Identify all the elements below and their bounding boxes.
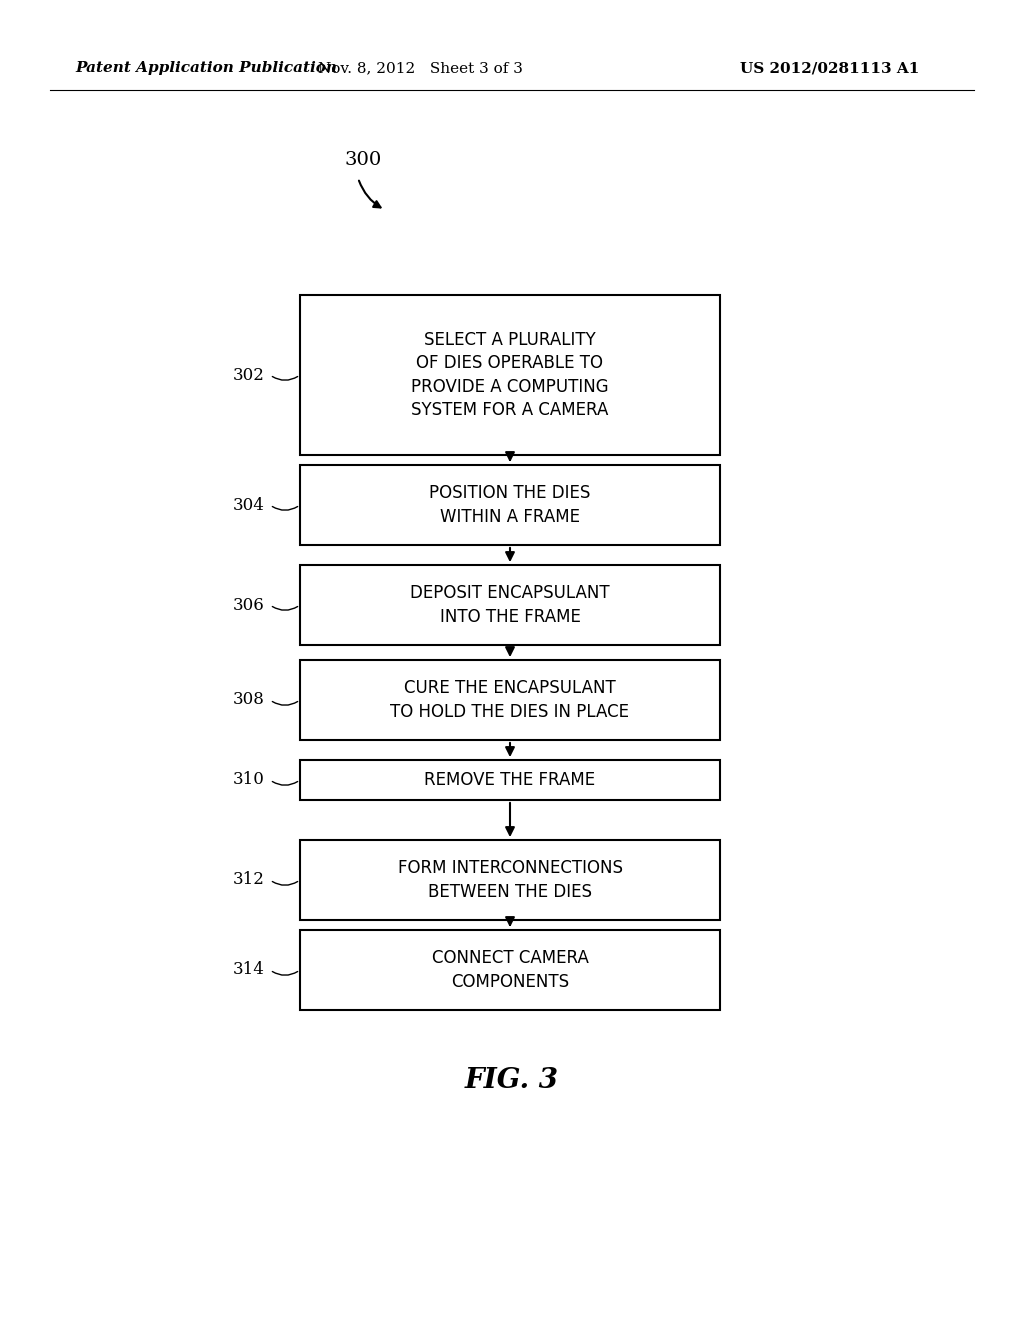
Text: US 2012/0281113 A1: US 2012/0281113 A1 bbox=[740, 61, 920, 75]
Bar bbox=[300, 465, 720, 545]
Text: FIG. 3: FIG. 3 bbox=[465, 1067, 559, 1093]
Bar bbox=[300, 565, 720, 645]
Text: CONNECT CAMERA
COMPONENTS: CONNECT CAMERA COMPONENTS bbox=[431, 949, 589, 991]
Bar bbox=[300, 840, 720, 920]
Text: 308: 308 bbox=[233, 692, 265, 709]
Text: 302: 302 bbox=[233, 367, 265, 384]
Text: 306: 306 bbox=[233, 597, 265, 614]
Text: POSITION THE DIES
WITHIN A FRAME: POSITION THE DIES WITHIN A FRAME bbox=[429, 484, 591, 525]
Text: REMOVE THE FRAME: REMOVE THE FRAME bbox=[424, 771, 596, 789]
Text: DEPOSIT ENCAPSULANT
INTO THE FRAME: DEPOSIT ENCAPSULANT INTO THE FRAME bbox=[411, 585, 610, 626]
Text: 312: 312 bbox=[233, 871, 265, 888]
Bar bbox=[300, 760, 720, 800]
Bar bbox=[300, 931, 720, 1010]
Text: FORM INTERCONNECTIONS
BETWEEN THE DIES: FORM INTERCONNECTIONS BETWEEN THE DIES bbox=[397, 859, 623, 900]
Text: 300: 300 bbox=[345, 150, 382, 169]
Text: 314: 314 bbox=[233, 961, 265, 978]
Text: CURE THE ENCAPSULANT
TO HOLD THE DIES IN PLACE: CURE THE ENCAPSULANT TO HOLD THE DIES IN… bbox=[390, 680, 630, 721]
Text: Patent Application Publication: Patent Application Publication bbox=[75, 61, 337, 75]
Text: SELECT A PLURALITY
OF DIES OPERABLE TO
PROVIDE A COMPUTING
SYSTEM FOR A CAMERA: SELECT A PLURALITY OF DIES OPERABLE TO P… bbox=[412, 330, 609, 420]
Text: 310: 310 bbox=[233, 771, 265, 788]
Bar bbox=[300, 294, 720, 455]
Bar bbox=[300, 660, 720, 741]
Text: 304: 304 bbox=[233, 496, 265, 513]
Text: Nov. 8, 2012   Sheet 3 of 3: Nov. 8, 2012 Sheet 3 of 3 bbox=[317, 61, 522, 75]
